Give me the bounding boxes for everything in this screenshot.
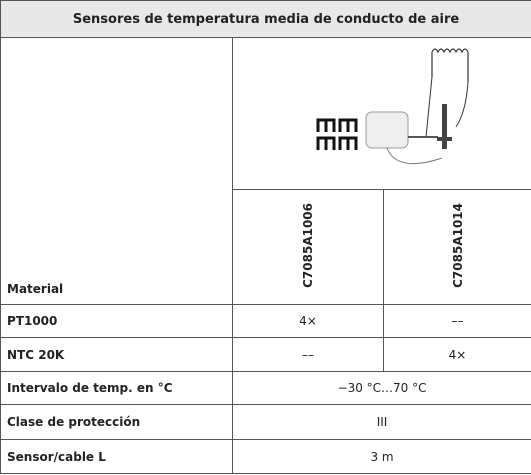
cell: 3 m [233,440,531,474]
row-label: Sensor/cable L [1,440,233,474]
product-image [282,42,482,182]
cell: –– [384,305,531,338]
empty-cell [1,38,233,190]
cell: −30 °C…70 °C [233,372,531,405]
column-header: C7085A1014 [451,203,465,288]
image-cell [233,38,531,190]
row-label: Intervalo de temp. en °C [1,372,233,405]
page: Sensores de temperatura media de conduct… [0,0,531,475]
header-label: Material [1,190,233,305]
product-table: Sensores de temperatura media de conduct… [0,0,531,474]
table-title: Sensores de temperatura media de conduct… [1,1,531,38]
cell: 4× [384,338,531,372]
row-label: NTC 20K [1,338,233,372]
row-label: Clase de protección [1,405,233,440]
row-label: PT1000 [1,305,233,338]
cell: –– [233,338,384,372]
cell: 4× [233,305,384,338]
column-header: C7085A1006 [301,203,315,288]
cell: III [233,405,531,440]
